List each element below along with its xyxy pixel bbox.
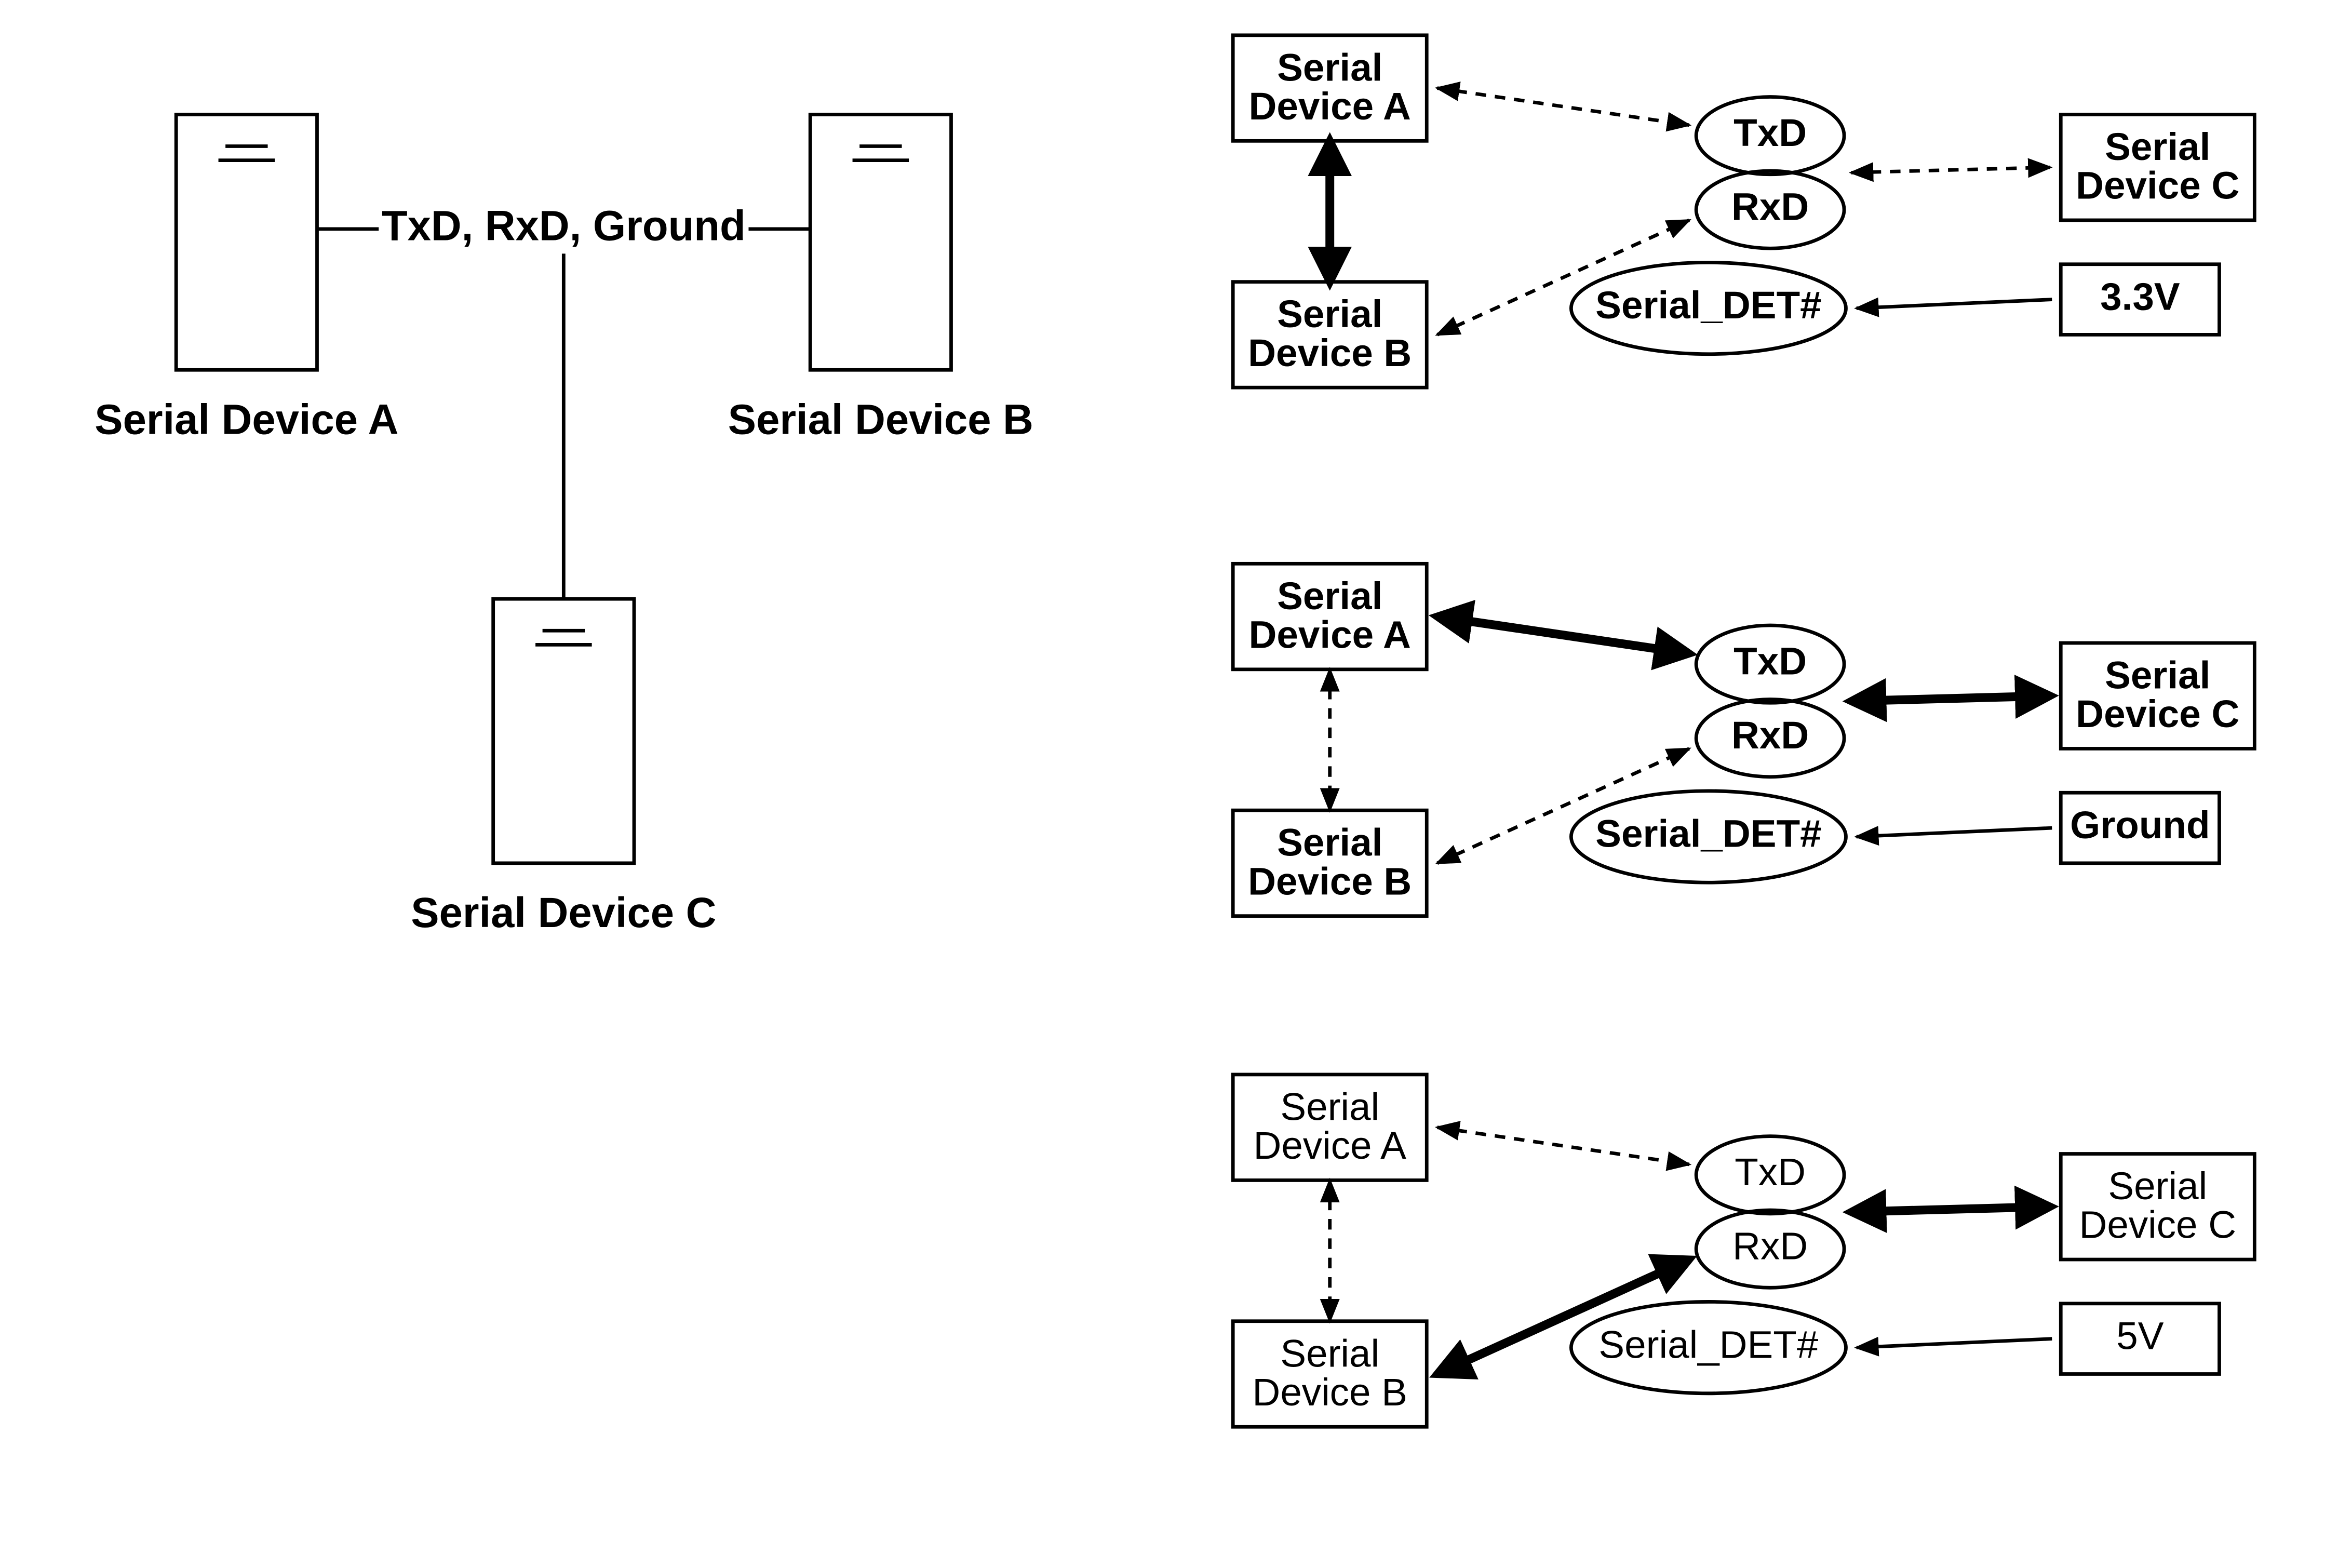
link-bus-C [1851,167,2050,172]
right-panel-1: SerialDevice ASerialDevice BSerialDevice… [1233,564,2254,916]
svg-text:Serial: Serial [1277,821,1382,864]
left-devA-caption: Serial Device A [95,396,398,443]
left-devC-caption: Serial Device C [411,889,716,936]
link-bus-C [1851,696,2050,701]
right-panel-0: SerialDevice ASerialDevice BSerialDevice… [1233,35,2254,387]
devC-box: SerialDevice C [2061,1154,2254,1259]
link-voltage-det [1857,1339,2052,1348]
left-devB-caption: Serial Device B [728,396,1033,443]
left-devC [493,599,634,863]
link-voltage-det [1857,300,2052,309]
svg-text:Serial: Serial [2105,653,2210,696]
txd-label: TxD [1733,111,1807,154]
svg-text:Serial: Serial [2108,1164,2207,1208]
left-bus-label: TxD, RxD, Ground [382,202,746,249]
serial-topology-diagram: Serial Device ASerial Device BSerial Dev… [0,0,2325,1568]
svg-text:Serial: Serial [1280,1331,1379,1375]
svg-text:Device B: Device B [1248,859,1412,903]
voltage-box: Ground [2061,793,2219,863]
link-A-bus [1437,1128,1689,1164]
left-diagram: Serial Device A Serial Device B Serial Dev… [95,114,1033,936]
det-label: Serial_DET# [1598,1322,1818,1366]
link-bus-C [1851,1207,2050,1212]
svg-text:Device A: Device A [1248,612,1410,656]
svg-text:Serial: Serial [1280,1084,1379,1128]
devC-box: SerialDevice C [2061,114,2254,220]
link-A-bus [1437,88,1689,125]
svg-text:Serial: Serial [1277,45,1382,89]
rxd-label: RxD [1731,713,1809,757]
svg-text:5V: 5V [2116,1314,2163,1357]
txd-label: TxD [1735,1150,1806,1194]
svg-text:Serial: Serial [2105,125,2210,168]
left-devB [810,114,951,370]
devA-box: SerialDevice A [1233,564,1427,669]
svg-text:Device A: Device A [1253,1123,1406,1167]
svg-text:Device C: Device C [2076,164,2239,207]
voltage-box: 5V [2061,1304,2219,1374]
right-panel-2: SerialDevice ASerialDevice BSerialDevice… [1233,1075,2254,1427]
left-devA [176,114,317,370]
det-label: Serial_DET# [1595,812,1821,855]
devB-box: SerialDevice B [1233,282,1427,387]
svg-text:3.3V: 3.3V [2100,274,2180,318]
svg-text:Device B: Device B [1248,331,1412,374]
svg-text:Device A: Device A [1248,84,1410,128]
svg-text:Ground: Ground [2070,803,2210,847]
svg-text:Device C: Device C [2079,1203,2236,1247]
devB-box: SerialDevice B [1233,1321,1427,1427]
devA-box: SerialDevice A [1233,1075,1427,1180]
voltage-box: 3.3V [2061,264,2219,335]
svg-text:Serial: Serial [1277,574,1382,618]
det-label: Serial_DET# [1595,283,1821,327]
devA-box: SerialDevice A [1233,35,1427,141]
link-voltage-det [1857,828,2052,837]
svg-text:Serial: Serial [1277,292,1382,336]
devC-box: SerialDevice C [2061,643,2254,748]
link-A-bus [1437,617,1689,653]
txd-label: TxD [1733,639,1807,682]
rxd-label: RxD [1732,1224,1808,1267]
svg-text:Device C: Device C [2076,692,2239,735]
rxd-label: RxD [1731,184,1809,228]
devB-box: SerialDevice B [1233,810,1427,916]
svg-text:Device B: Device B [1252,1370,1407,1414]
